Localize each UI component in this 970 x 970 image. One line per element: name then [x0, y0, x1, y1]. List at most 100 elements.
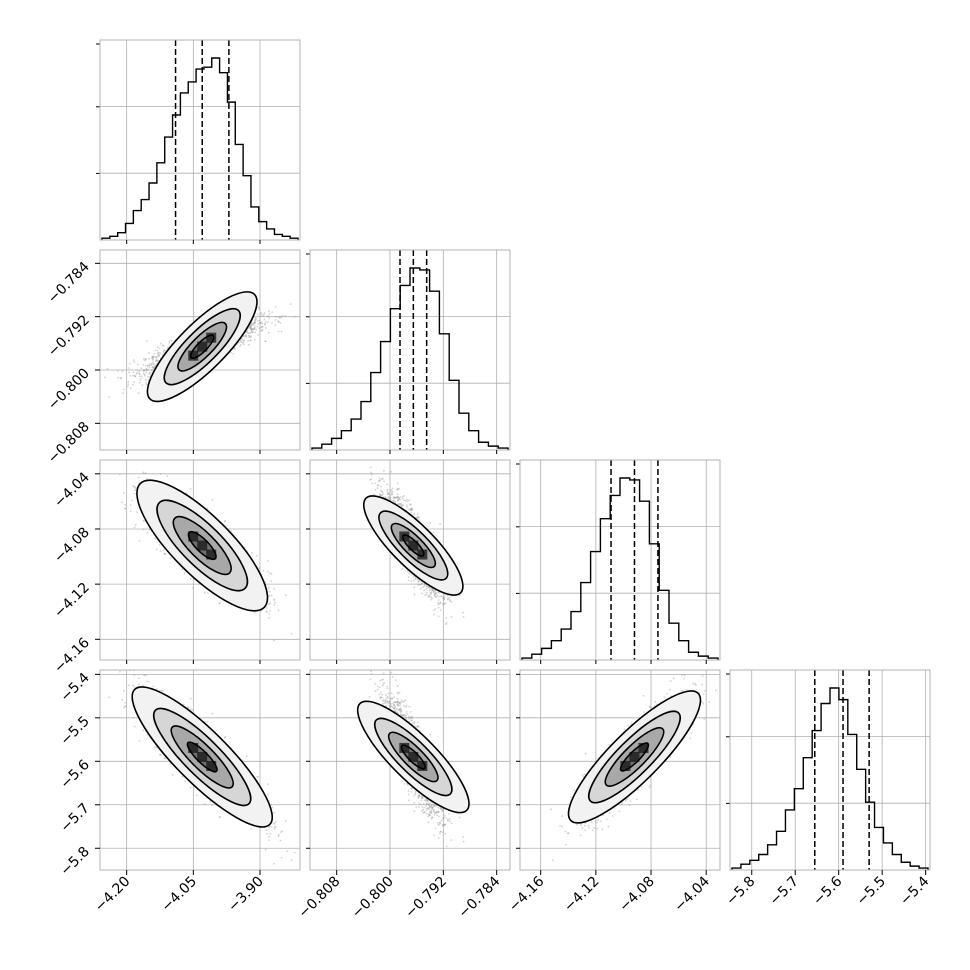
sample-point — [156, 349, 159, 352]
sample-point — [139, 379, 142, 381]
sample-point — [224, 520, 226, 523]
sample-point — [257, 323, 260, 325]
sample-point — [131, 499, 133, 502]
sample-point — [321, 642, 323, 644]
sample-point — [273, 598, 275, 601]
sample-point — [120, 377, 123, 379]
sample-point — [249, 339, 252, 342]
sample-point — [143, 368, 145, 371]
sample-point — [410, 511, 412, 514]
sample-point — [259, 321, 261, 324]
sample-point — [142, 471, 145, 474]
sample-point — [127, 380, 130, 383]
sample-point — [158, 351, 160, 354]
sample-point — [145, 371, 148, 374]
sample-point — [249, 325, 252, 328]
sample-point — [249, 327, 252, 330]
sample-point — [154, 537, 157, 540]
sample-point — [435, 591, 438, 594]
sample-point — [138, 476, 140, 479]
sample-point — [436, 594, 439, 597]
sample-point — [254, 321, 256, 324]
sample-point — [258, 567, 261, 569]
sample-point — [264, 323, 266, 326]
histogram-panel-1 — [96, 39, 301, 241]
sample-point — [264, 340, 267, 343]
sample-point — [260, 326, 263, 328]
sample-point — [258, 327, 261, 330]
sample-point — [428, 586, 430, 589]
sample-point — [142, 519, 145, 522]
sample-point — [164, 349, 166, 352]
sample-point — [431, 588, 434, 591]
sample-point — [253, 338, 256, 341]
sample-point — [249, 336, 252, 338]
sample-point — [264, 340, 267, 342]
sample-point — [189, 487, 192, 490]
sample-point — [250, 331, 253, 333]
sample-point — [422, 586, 425, 588]
sample-point — [250, 328, 253, 331]
sample-point — [243, 339, 246, 342]
sample-point — [239, 339, 242, 342]
sample-point — [163, 549, 165, 551]
sample-point — [413, 593, 416, 596]
sample-point — [274, 324, 277, 327]
sample-point — [245, 334, 248, 337]
sample-point — [279, 316, 281, 318]
sample-point — [138, 381, 141, 384]
sample-point — [129, 510, 132, 513]
sample-point — [119, 377, 122, 380]
panel-frame — [99, 459, 301, 661]
sample-point — [248, 334, 250, 337]
density-core-cell — [188, 350, 199, 361]
sample-point — [142, 370, 145, 373]
sample-point — [164, 553, 167, 555]
sample-point — [219, 602, 221, 604]
sample-point — [259, 322, 262, 325]
sample-point — [148, 376, 151, 378]
sample-point — [148, 371, 151, 374]
density-content — [100, 460, 323, 660]
sample-point — [123, 492, 125, 494]
sample-point — [152, 355, 154, 358]
sample-point — [270, 594, 273, 597]
sample-point — [108, 395, 111, 398]
sample-point — [268, 590, 271, 593]
sample-point — [129, 504, 132, 506]
sample-point — [159, 342, 162, 345]
sample-point — [144, 369, 146, 372]
sample-point — [134, 487, 137, 490]
sample-point — [136, 369, 139, 372]
sample-point — [137, 392, 140, 394]
density-panel-2-1 — [99, 249, 301, 451]
sample-point — [397, 498, 400, 501]
sample-point — [152, 362, 155, 365]
sample-point — [103, 376, 106, 379]
sample-point — [284, 594, 287, 597]
sample-point — [145, 369, 148, 371]
sample-point — [169, 557, 172, 560]
sample-point — [249, 326, 251, 329]
sample-point — [145, 364, 147, 367]
sample-point — [259, 315, 262, 317]
sample-point — [437, 603, 440, 606]
sample-point — [411, 508, 414, 510]
sample-point — [128, 362, 131, 365]
sample-point — [159, 352, 162, 355]
sample-point — [145, 383, 148, 386]
sample-point — [153, 367, 155, 370]
sample-point — [258, 319, 261, 322]
sample-point — [256, 554, 258, 557]
sample-point — [423, 589, 425, 592]
sample-point — [263, 313, 265, 316]
sample-point — [263, 318, 266, 321]
sample-point — [270, 572, 273, 575]
sample-point — [132, 374, 134, 377]
sample-point — [443, 602, 445, 605]
panel-frame — [519, 459, 721, 661]
sample-point — [268, 613, 271, 615]
sample-point — [211, 498, 214, 501]
sample-point — [260, 312, 263, 314]
sample-point — [234, 347, 237, 350]
